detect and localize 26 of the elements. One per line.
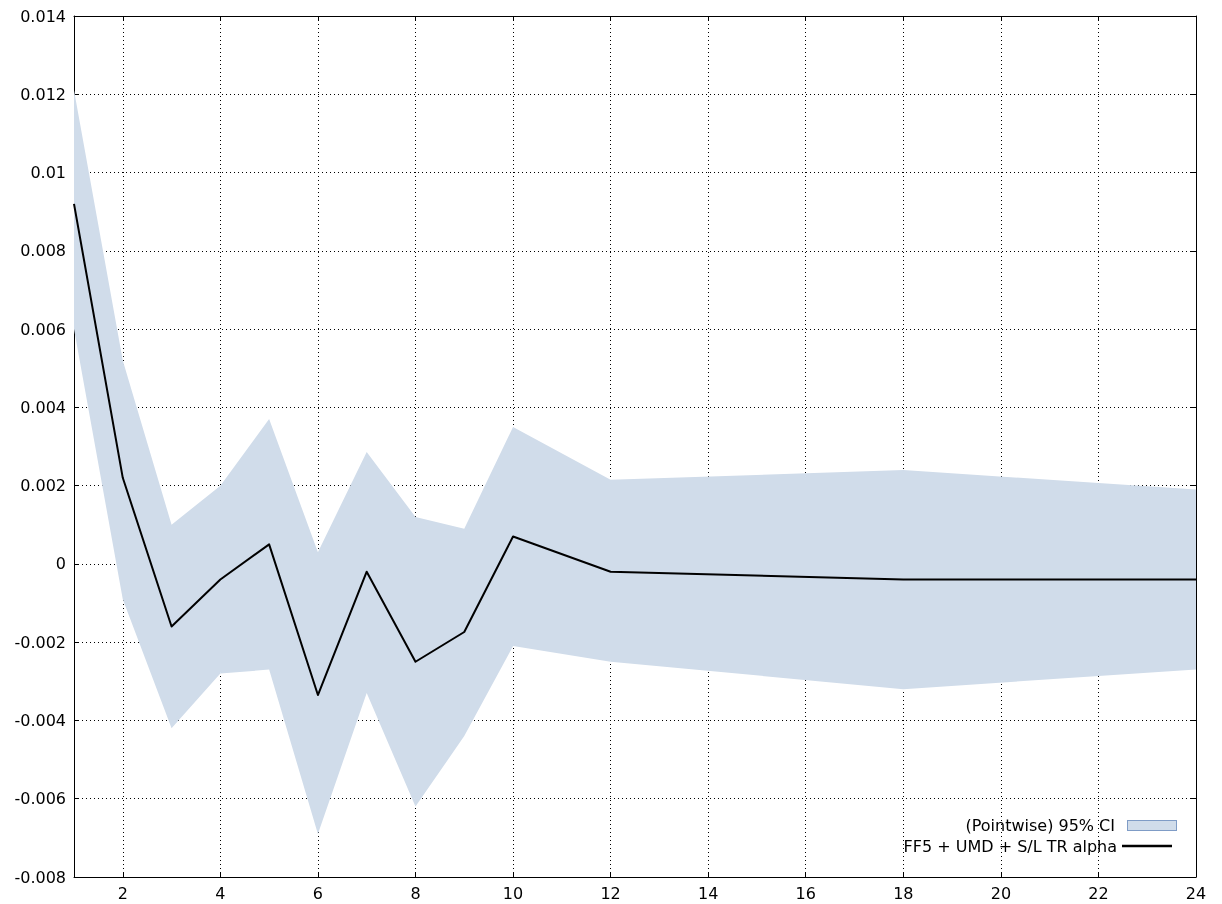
y-tick-label: 0.006 — [20, 319, 66, 339]
y-tick-label: 0.004 — [20, 397, 66, 417]
x-tick-label: 2 — [117, 883, 128, 903]
y-tick-label: -0.006 — [14, 789, 66, 809]
x-tick-label: 18 — [893, 883, 914, 903]
y-tick-label: 0.002 — [20, 476, 66, 496]
y-tick-label: -0.004 — [14, 710, 66, 730]
x-tick-label: 12 — [600, 883, 621, 903]
y-tick-label: 0.01 — [30, 163, 66, 183]
x-tick-label: 8 — [410, 883, 421, 903]
y-tick-label: -0.008 — [14, 867, 66, 887]
x-tick-label: 16 — [795, 883, 816, 903]
x-tick-label: 22 — [1088, 883, 1109, 903]
y-tick-label: 0.012 — [20, 84, 66, 104]
y-tick-label: 0 — [55, 554, 66, 574]
x-tick-label: 6 — [312, 883, 324, 903]
annotation: (Pointwise) 95% CI — [965, 816, 1115, 835]
y-tick-label: 0.014 — [20, 6, 66, 26]
x-tick-label: 4 — [215, 883, 226, 903]
x-tick-label: 10 — [502, 883, 524, 903]
legend-label: FF5 + UMD + S/L TR alpha — [903, 836, 1117, 856]
y-tick-label: 0.008 — [20, 241, 66, 261]
x-tick-label: 24 — [1185, 883, 1207, 903]
x-tick-label: 20 — [990, 883, 1012, 903]
y-tick-label: -0.002 — [14, 632, 66, 652]
x-tick-label: 14 — [697, 883, 719, 903]
